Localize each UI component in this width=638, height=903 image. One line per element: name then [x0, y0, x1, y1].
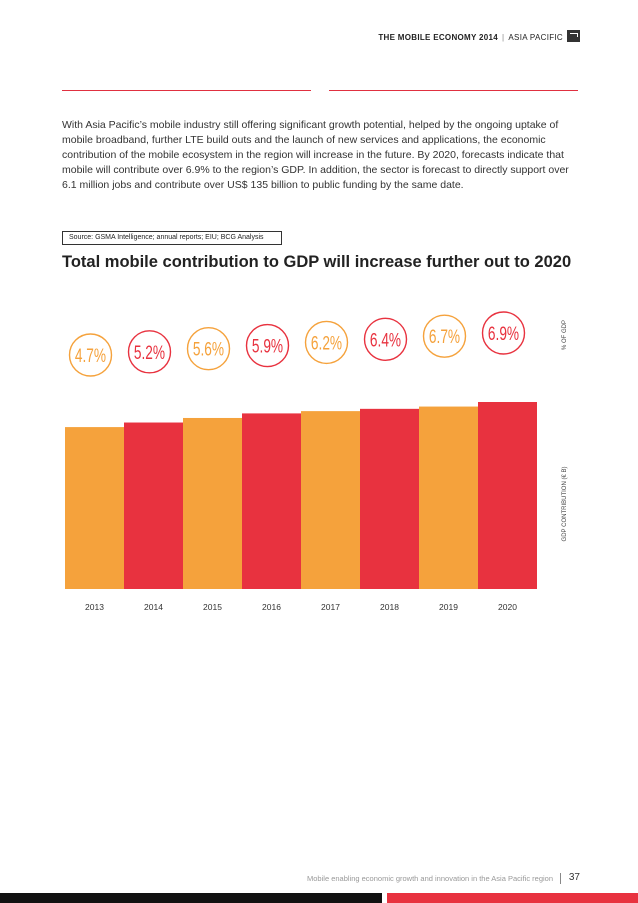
x-tick-label: 2017 [321, 602, 340, 612]
header-title: THE MOBILE ECONOMY 2014 [378, 33, 499, 42]
bar-2018 [360, 408, 419, 589]
section-rule-left [62, 90, 311, 91]
header-region: ASIA PACIFIC [508, 33, 563, 42]
x-tick-label: 2014 [144, 602, 163, 612]
x-tick-label: 2015 [203, 602, 222, 612]
pct-circle [127, 330, 172, 374]
pct-label: 5.2% [134, 342, 165, 364]
bar-2019 [419, 406, 478, 589]
pct-circle [422, 314, 467, 358]
bottom-bar-dark [0, 893, 382, 903]
pct-label: 5.6% [193, 338, 224, 360]
chart-title: Total mobile contribution to GDP will in… [62, 253, 572, 271]
x-tick-label: 2013 [85, 602, 104, 612]
bottom-bar-red [387, 893, 638, 903]
x-tick-label: 2016 [262, 602, 281, 612]
pct-circle [363, 317, 408, 361]
x-tick-label: 2020 [498, 602, 517, 612]
pct-circle [245, 323, 290, 368]
pct-circle [304, 320, 349, 365]
bar-2016 [242, 413, 301, 589]
right-axis-label-gdp: GDP CONTRIBUTION (€ B) [562, 467, 568, 542]
intro-paragraph: With Asia Pacific’s mobile industry stil… [62, 119, 569, 191]
section-rule-right [329, 90, 578, 91]
bottom-bar [0, 893, 638, 903]
chart-logo-icon [567, 30, 580, 42]
pct-label: 6.9% [488, 323, 519, 345]
bar-2015 [183, 417, 242, 589]
right-axis-label-pct: % OF GDP [562, 320, 568, 350]
x-tick-label: 2019 [439, 602, 458, 612]
header-separator: | [502, 33, 505, 42]
bar-2017 [301, 411, 360, 589]
pct-circle [68, 333, 113, 377]
pct-circle [481, 311, 526, 355]
x-tick-label: 2018 [380, 602, 399, 612]
pct-label: 5.9% [252, 335, 283, 357]
source-note: Source: GSMA Intelligence; annual report… [62, 231, 282, 245]
bar-2014 [124, 422, 183, 589]
running-header: THE MOBILE ECONOMY 2014 | ASIA PACIFIC [378, 33, 563, 42]
pct-circle [186, 327, 231, 371]
page-number: 37 [568, 872, 580, 883]
footer-text: Mobile enabling economic growth and inno… [307, 874, 553, 883]
bar-2013 [65, 427, 124, 589]
pct-label: 6.4% [370, 329, 401, 351]
pct-label: 6.2% [311, 332, 342, 354]
pct-label: 6.7% [429, 326, 460, 348]
pct-label: 4.7% [75, 345, 106, 367]
footer-separator [560, 873, 561, 884]
bar-2020 [478, 402, 537, 589]
